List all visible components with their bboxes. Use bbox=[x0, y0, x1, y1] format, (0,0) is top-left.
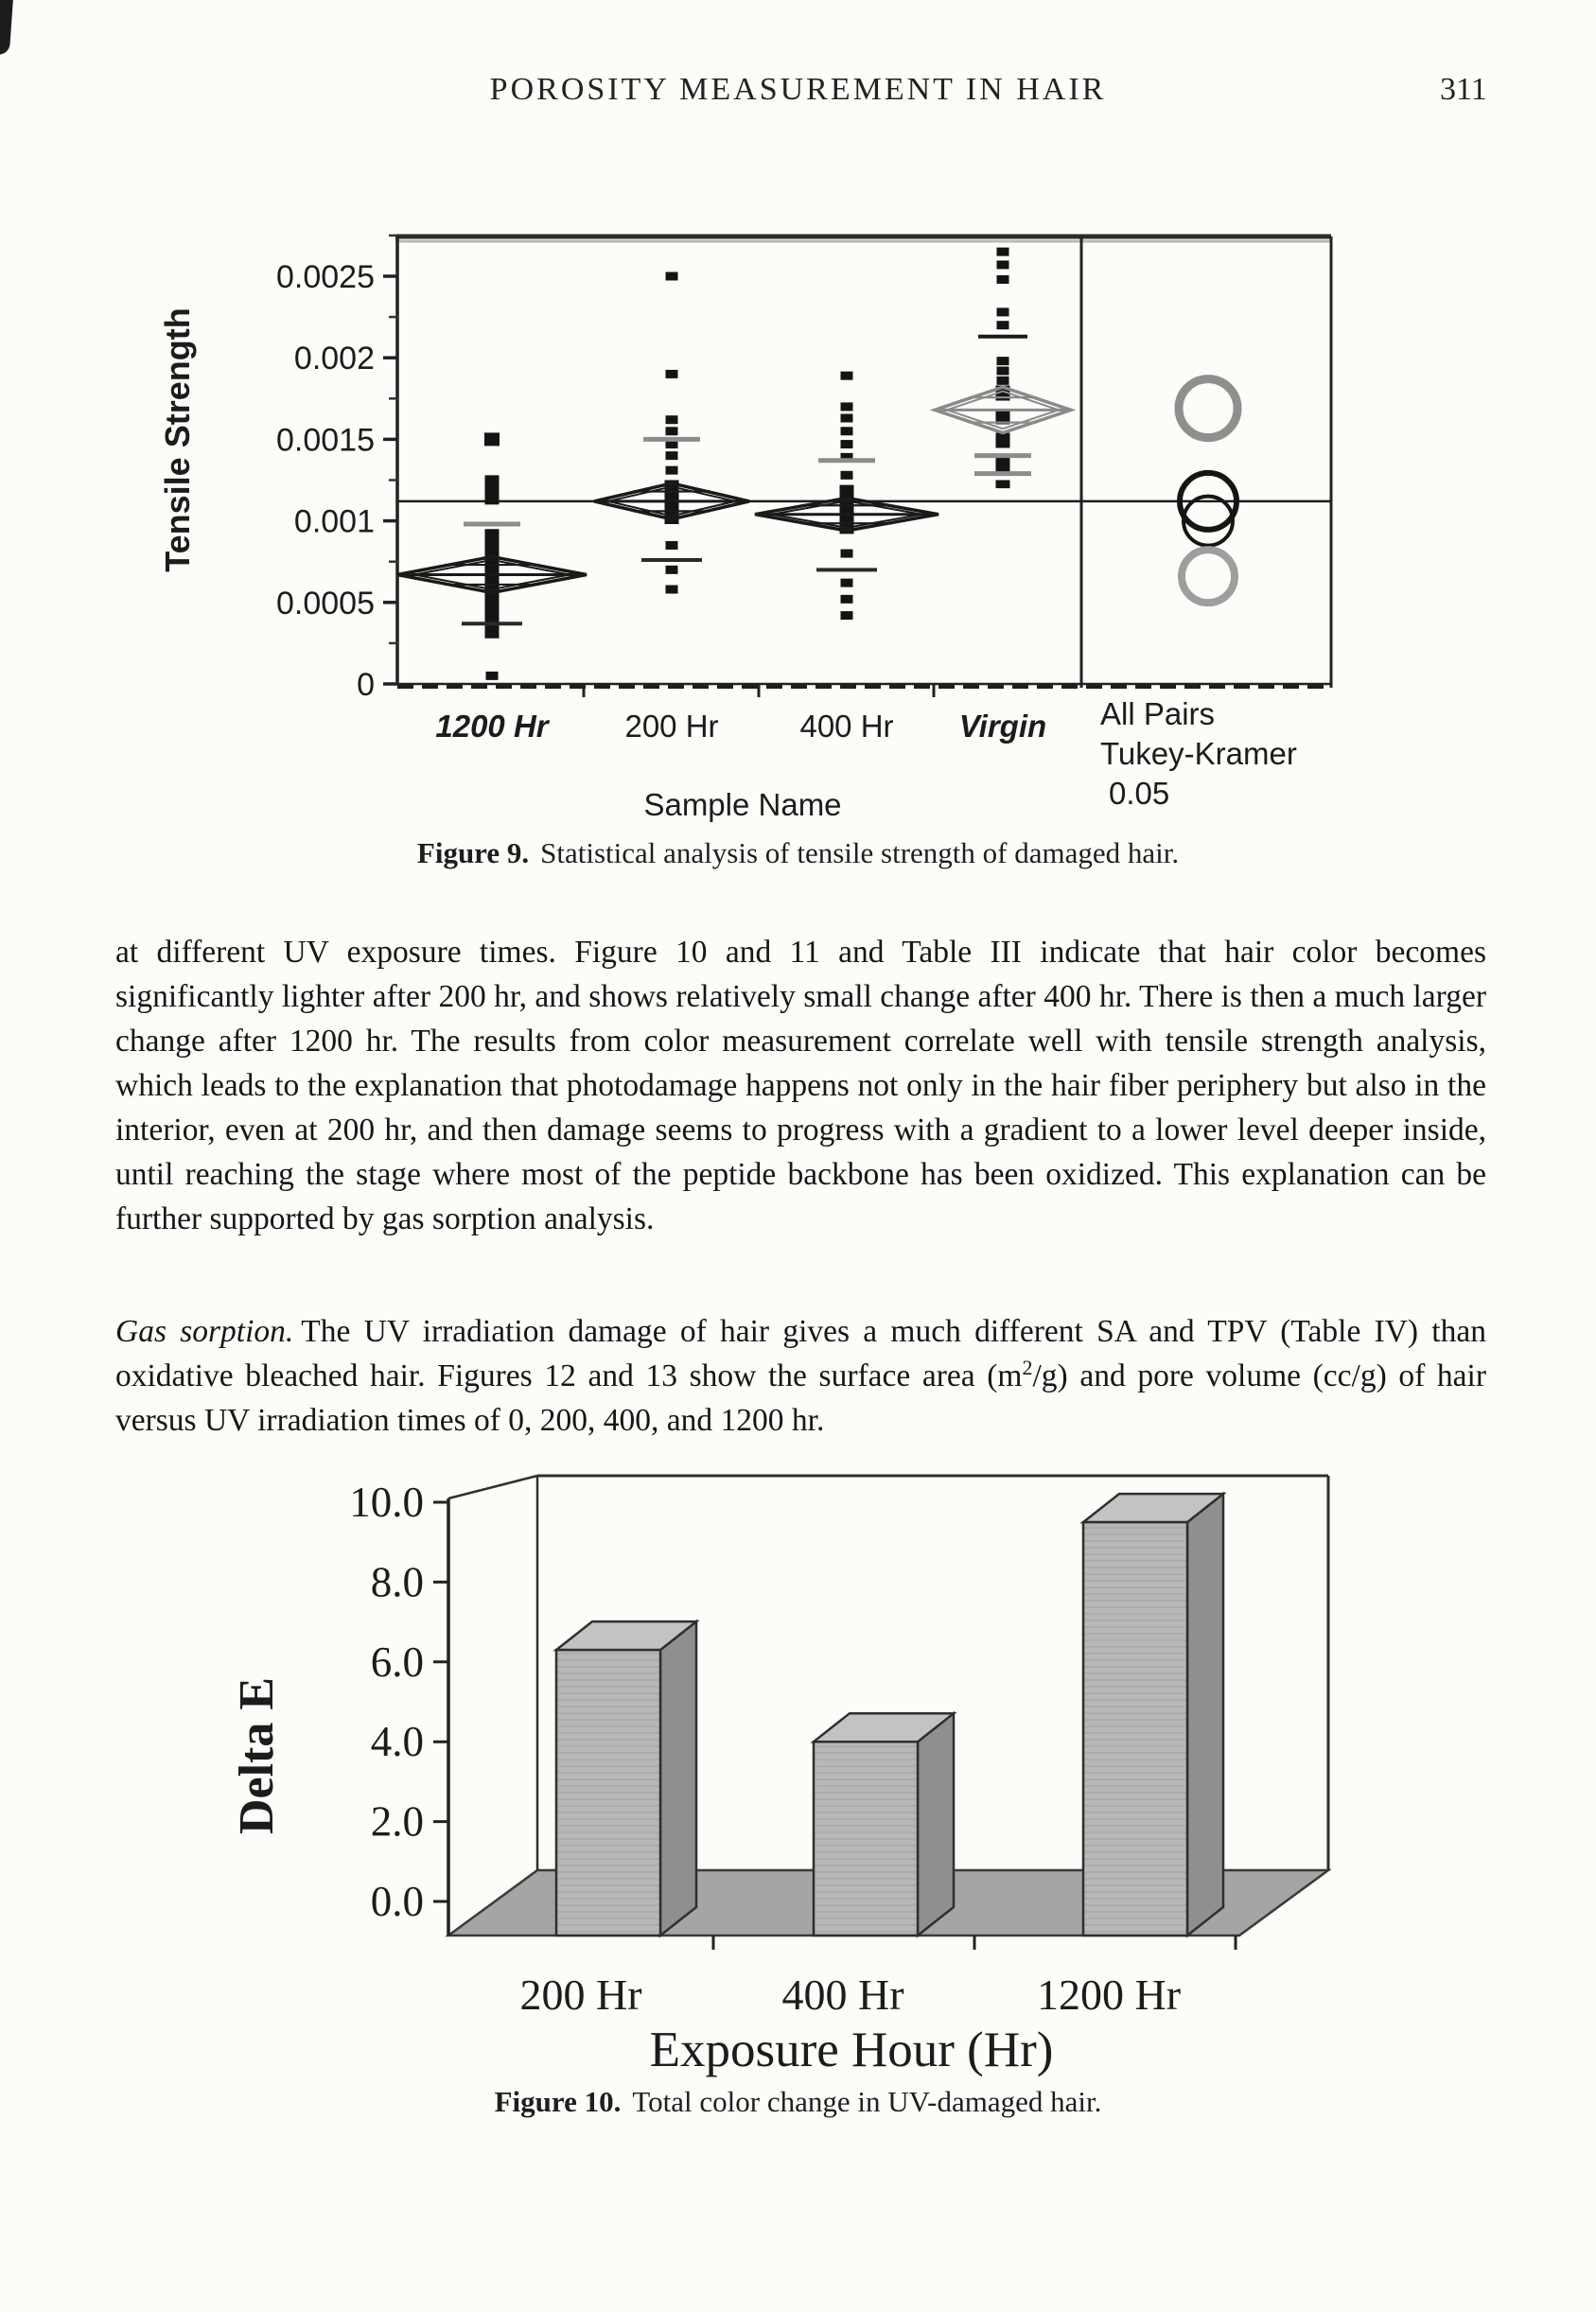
data-point bbox=[840, 402, 853, 412]
body-paragraph-1: at different UV exposure times. Figure 1… bbox=[115, 930, 1486, 1241]
data-point bbox=[840, 440, 853, 449]
data-point bbox=[840, 611, 853, 621]
paragraph2-body-end: /g) and pore volume (cc/g) of hair versu… bbox=[115, 1358, 1486, 1438]
data-point bbox=[665, 427, 678, 436]
figure10-caption-label: Figure 10. bbox=[494, 2085, 622, 2118]
figure9-caption: Figure 9. Statistical analysis of tensile… bbox=[0, 836, 1596, 870]
comparison-circle bbox=[1177, 469, 1239, 533]
legend-line: Tukey-Kramer bbox=[1100, 736, 1297, 771]
x-axis-title: Exposure Hour (Hr) bbox=[650, 2023, 1054, 2077]
figure10-caption-text: Total color change in UV-damaged hair. bbox=[632, 2085, 1102, 2118]
data-point-large bbox=[484, 432, 500, 447]
data-point bbox=[665, 440, 678, 449]
y-axis-title: Delta E bbox=[230, 1677, 284, 1834]
bar-side-face bbox=[916, 1710, 956, 1938]
legend-line: All Pairs bbox=[1100, 696, 1215, 731]
bar-side-face bbox=[1185, 1491, 1225, 1938]
data-point bbox=[840, 594, 853, 604]
x-axis-title: Sample Name bbox=[643, 787, 841, 822]
data-point bbox=[485, 671, 499, 680]
y-tick-label: 0.002 bbox=[294, 341, 375, 377]
paragraph2-superscript: 2 bbox=[1022, 1355, 1033, 1379]
x-category-label: 1200 Hr bbox=[1037, 1970, 1181, 2019]
data-point bbox=[665, 465, 678, 475]
data-point bbox=[996, 274, 1009, 284]
y-tick-label: 6.0 bbox=[371, 1638, 424, 1686]
y-tick-label: 0.0025 bbox=[276, 259, 375, 295]
data-point bbox=[840, 549, 853, 558]
data-point bbox=[996, 366, 1009, 376]
data-point bbox=[996, 247, 1009, 256]
paragraph1-text: at different UV exposure times. Figure 1… bbox=[115, 935, 1486, 1236]
running-header: POROSITY MEASUREMENT IN HAIR bbox=[489, 72, 1107, 107]
x-category-label: 200 Hr bbox=[624, 709, 718, 744]
wall-diagonal bbox=[447, 1474, 538, 1500]
data-point bbox=[665, 540, 678, 550]
data-point bbox=[840, 470, 853, 480]
data-point bbox=[665, 585, 678, 594]
y-tick-label: 8.0 bbox=[371, 1558, 424, 1605]
comparison-circle bbox=[1182, 494, 1235, 548]
data-point bbox=[996, 307, 1009, 317]
data-point bbox=[840, 371, 853, 380]
y-tick-label: 0.0 bbox=[371, 1878, 424, 1925]
x-category-label: Virgin bbox=[959, 709, 1046, 744]
x-category-label: 400 Hr bbox=[781, 1970, 903, 2019]
comparison-circle bbox=[1174, 375, 1242, 443]
y-tick-label: 4.0 bbox=[371, 1718, 424, 1765]
data-point bbox=[665, 451, 678, 461]
legend-line: 0.05 bbox=[1109, 776, 1169, 811]
figure9-caption-text: Statistical analysis of tensile strength… bbox=[540, 836, 1180, 869]
data-point bbox=[996, 357, 1009, 366]
paragraph2-lead: Gas sorption. bbox=[115, 1314, 294, 1349]
page-number: 311 bbox=[1440, 72, 1487, 107]
x-category-label: 200 Hr bbox=[519, 1970, 641, 2019]
data-point bbox=[665, 271, 678, 281]
y-tick-label: 10.0 bbox=[349, 1479, 424, 1526]
y-tick-label: 0.001 bbox=[294, 504, 375, 540]
bar-front-face bbox=[1081, 1520, 1189, 1937]
y-tick-label: 0.0005 bbox=[276, 586, 375, 622]
data-point bbox=[665, 369, 678, 378]
bar-side-face bbox=[658, 1619, 698, 1938]
figure10-caption: Figure 10. Total color change in UV-damag… bbox=[0, 2085, 1596, 2119]
data-point bbox=[996, 321, 1009, 330]
data-point bbox=[665, 415, 678, 425]
x-category-label: 400 Hr bbox=[799, 709, 893, 744]
y-axis-title: Tensile Strength bbox=[158, 307, 197, 571]
y-tick-label: 2.0 bbox=[371, 1798, 424, 1846]
bar-front-face bbox=[554, 1648, 662, 1937]
figure9-plot: 0 0.0005 0.001 0.0015 0.002 0.0025 1200 Hr 200 … bbox=[158, 234, 1333, 822]
figure9-caption-label: Figure 9. bbox=[416, 836, 530, 869]
data-point bbox=[840, 427, 853, 436]
bar-front-face bbox=[812, 1740, 920, 1937]
comparison-circle bbox=[1178, 546, 1238, 607]
data-point bbox=[840, 578, 853, 587]
data-point bbox=[996, 260, 1009, 270]
x-category-label: 1200 Hr bbox=[435, 709, 550, 744]
data-point bbox=[840, 452, 853, 462]
data-point bbox=[665, 565, 678, 574]
data-point bbox=[840, 413, 853, 423]
y-tick-label: 0 bbox=[357, 667, 375, 703]
data-point bbox=[996, 376, 1009, 385]
y-tick-label: 0.0015 bbox=[276, 422, 375, 458]
body-paragraph-2: Gas sorption. The UV irradiation damage o… bbox=[115, 1309, 1486, 1443]
paragraph2-body: The UV irradiation damage of hair gives … bbox=[115, 1314, 1486, 1393]
